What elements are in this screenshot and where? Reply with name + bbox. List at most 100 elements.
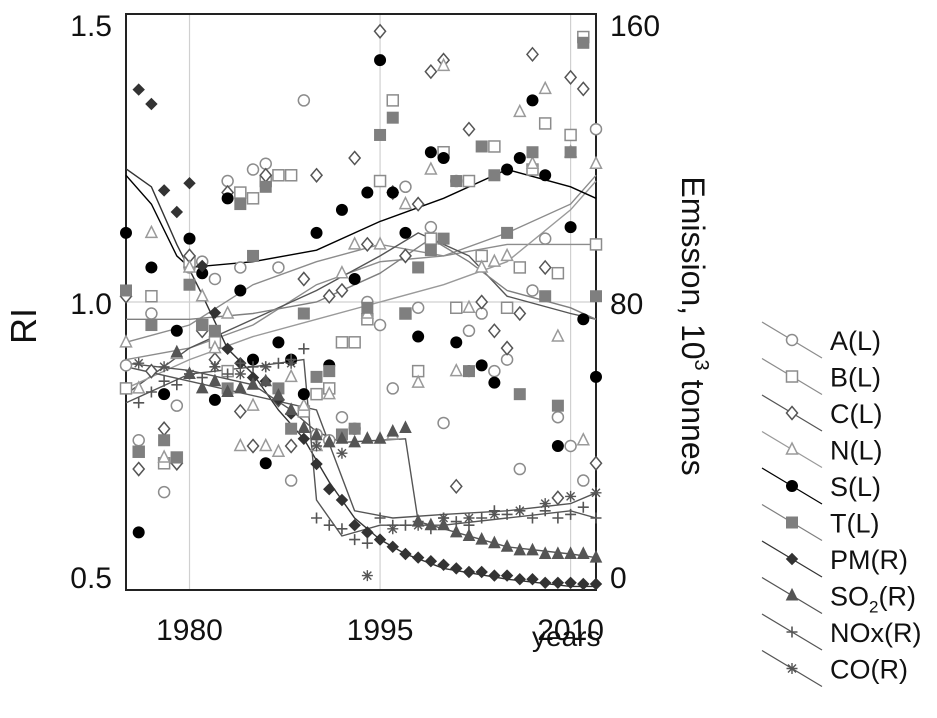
point-s8-1	[145, 386, 157, 398]
point-s9-16	[539, 498, 551, 510]
legend-marker	[785, 333, 799, 347]
point-s3-32	[525, 155, 540, 170]
point-s0-12	[272, 261, 285, 274]
legend-label-main: NOx(R)	[830, 618, 921, 648]
legend-label-main: B(L)	[830, 363, 881, 393]
point-s0-37	[589, 122, 603, 136]
point-s9-17	[565, 490, 577, 502]
point-s4-18	[348, 272, 361, 285]
point-s6-16	[335, 493, 349, 507]
point-s5-34	[551, 399, 564, 412]
legend-label-main: PM(R)	[830, 545, 908, 575]
point-s4-1	[132, 526, 145, 539]
point-s5-36	[577, 36, 590, 49]
point-s2-36	[576, 81, 590, 97]
point-s5-10	[247, 249, 260, 262]
legend-marker	[785, 552, 799, 566]
point-s6-34	[564, 576, 577, 590]
point-s2-37	[589, 455, 603, 471]
point-s0-30	[500, 353, 514, 366]
point-s1-21	[386, 94, 400, 107]
legend-item-0: A(L)	[761, 321, 881, 359]
point-s4-25	[437, 152, 450, 164]
point-s6-32	[538, 576, 552, 590]
point-s8-34	[565, 508, 577, 520]
trend-line-4	[125, 168, 597, 269]
point-s2-22	[398, 248, 412, 264]
legend-marker	[785, 587, 799, 601]
point-s4-0	[120, 226, 132, 239]
legend-label: CO(R)	[830, 655, 908, 685]
point-s4-22	[399, 226, 412, 239]
y-axis-label-right: Emission, 103 tonnes	[675, 176, 712, 475]
legend-label: N(L)	[830, 436, 883, 466]
point-s4-17	[335, 203, 348, 216]
point-s4-33	[539, 169, 552, 182]
point-s6-26	[462, 565, 476, 579]
point-s8-35	[577, 501, 589, 513]
point-s3-17	[335, 265, 349, 279]
point-s7-0	[170, 344, 184, 358]
point-s2-20	[373, 23, 387, 39]
legend-item-4: S(L)	[761, 467, 881, 505]
grid-lines	[126, 14, 596, 590]
point-s7-23	[462, 528, 476, 541]
point-s4-9	[234, 284, 247, 297]
point-s7-24	[475, 531, 488, 545]
point-s8-16	[336, 523, 348, 535]
point-s8-9	[247, 361, 259, 373]
y-tick-label-right: 80	[610, 288, 643, 321]
point-s2-9	[233, 403, 247, 420]
point-s4-35	[564, 221, 577, 234]
legend-item-9: CO(R)	[761, 649, 908, 688]
point-s6-14	[310, 457, 323, 471]
point-s5-15	[310, 370, 323, 383]
x-tick-label: 2010	[537, 614, 604, 647]
point-s5-23	[412, 261, 425, 274]
point-s1-12	[272, 169, 285, 182]
legend-marker	[785, 405, 799, 421]
point-s1-29	[488, 140, 501, 153]
point-s3-37	[589, 155, 603, 170]
point-s3-34	[551, 328, 565, 342]
point-s5-24	[424, 244, 437, 257]
point-s3-5	[182, 259, 197, 273]
point-s7-2	[195, 380, 209, 394]
point-s5-7	[208, 324, 221, 337]
point-s5-6	[196, 319, 209, 332]
point-s4-15	[310, 226, 323, 239]
point-s6-23	[424, 554, 438, 568]
point-s4-4	[170, 324, 183, 337]
point-s7-21	[437, 517, 450, 531]
point-s4-28	[475, 359, 488, 372]
point-s4-12	[272, 336, 285, 349]
point-s6-24	[437, 558, 450, 572]
point-s7-8	[272, 387, 285, 401]
point-s2-24	[424, 63, 438, 80]
point-s5-22	[399, 307, 412, 320]
point-s4-7	[208, 393, 221, 406]
legend-marker	[785, 441, 799, 455]
point-s9-2	[184, 368, 196, 380]
trend-line-8	[125, 358, 597, 537]
point-s3-28	[474, 259, 489, 273]
point-s6-17	[348, 518, 361, 532]
point-s9-6	[285, 357, 297, 369]
point-s6-27	[475, 565, 488, 579]
point-s1-30	[500, 301, 514, 315]
point-s7-6	[246, 377, 260, 390]
point-s3-8	[220, 305, 235, 319]
point-s3-29	[487, 253, 502, 267]
point-s0-0	[119, 359, 133, 372]
point-s3-25	[436, 57, 451, 72]
point-s8-27	[476, 512, 488, 524]
point-s7-28	[526, 542, 539, 556]
legend-marker	[786, 516, 798, 529]
point-s7-30	[551, 546, 565, 559]
point-s6-1	[145, 97, 158, 111]
point-s5-4	[170, 451, 183, 464]
legend-item-7: SO2(R)	[761, 576, 916, 617]
legend-marker	[786, 480, 798, 492]
point-s0-8	[221, 174, 234, 188]
legend-label-subscript: 2	[869, 598, 878, 617]
